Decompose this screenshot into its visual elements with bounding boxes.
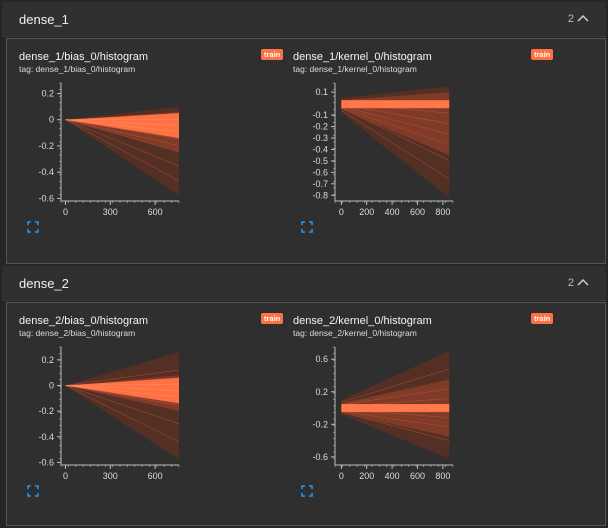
histogram-card: dense_1/kernel_0/histogram tag: dense_1/… — [293, 49, 569, 241]
card-title: dense_1/bias_0/histogram — [19, 51, 149, 63]
histogram-streak — [341, 110, 450, 180]
x-tick-label: 600 — [410, 207, 425, 217]
histogram-card: dense_2/kernel_0/histogram tag: dense_2/… — [293, 313, 569, 505]
histogram-chart[interactable]: 0.1 -0.1 -0.2-0.3-0.4 -0.5-0.6 -0.7-0.8 0 200 4… — [293, 79, 463, 219]
x-tick-label: 200 — [359, 207, 374, 217]
histogram-streak — [341, 388, 450, 406]
y-tick-label: -0.3 — [312, 133, 328, 143]
x-tick-label: 0 — [63, 207, 68, 217]
histogram-streak — [65, 385, 180, 398]
histogram-streak — [65, 383, 180, 386]
y-tick-label: -0.2 — [38, 141, 54, 151]
run-badge: train — [531, 49, 554, 60]
card-title: dense_2/bias_0/histogram — [19, 315, 149, 327]
y-tick-label: -0.2 — [38, 406, 54, 416]
chevron-up-icon[interactable] — [576, 277, 590, 287]
y-tick-label: -0.2 — [312, 122, 328, 132]
x-tick-label: 0 — [63, 471, 68, 481]
group-dense-1: dense_1 2 dense_1/bias_0/histogram tag: … — [2, 2, 606, 264]
group-count: 2 — [567, 13, 574, 25]
fullscreen-icon[interactable] — [301, 485, 313, 497]
histogram-streak — [341, 106, 450, 135]
y-tick-label: 0.1 — [315, 87, 328, 97]
y-tick-label: -0.1 — [312, 110, 328, 120]
histogram-chart[interactable]: 0.2 0 -0.2 -0.4 -0.6 0 300 600 — [19, 79, 189, 219]
histogram-streak — [341, 368, 450, 403]
y-tick-label: -0.6 — [312, 167, 328, 177]
histogram-streak — [65, 119, 180, 140]
histogram-streak — [341, 411, 450, 428]
histogram-streak — [341, 107, 450, 145]
chevron-up-icon[interactable] — [576, 13, 590, 23]
group-count: 2 — [567, 277, 574, 289]
histogram-card: dense_1/bias_0/histogram tag: dense_1/bi… — [19, 49, 295, 241]
histogram-streak — [65, 385, 180, 406]
card-title: dense_1/kernel_0/histogram — [293, 51, 432, 63]
y-tick-label: -0.4 — [38, 167, 54, 177]
histogram-streak — [65, 369, 180, 386]
y-tick-label: 0 — [49, 380, 54, 390]
card-title: dense_2/kernel_0/histogram — [293, 315, 432, 327]
x-tick-label: 400 — [385, 471, 400, 481]
x-tick-label: 300 — [103, 207, 118, 217]
y-tick-label: -0.4 — [38, 432, 54, 442]
group-body: dense_1/bias_0/histogram tag: dense_1/bi… — [6, 38, 606, 264]
y-tick-label: 0 — [49, 115, 54, 125]
y-tick-label: 0.2 — [41, 88, 54, 98]
fullscreen-icon[interactable] — [27, 485, 39, 497]
y-tick-label: -0.4 — [312, 144, 328, 154]
histogram-streak — [65, 119, 180, 127]
x-tick-label: 0 — [339, 207, 344, 217]
histogram-chart[interactable]: 0.2 0 -0.2 -0.4 -0.6 0 300 600 — [19, 343, 189, 483]
group-title: dense_2 — [19, 276, 69, 291]
group-header[interactable]: dense_2 2 — [2, 266, 606, 301]
histogram-streak — [341, 411, 450, 441]
fullscreen-icon[interactable] — [27, 221, 39, 233]
x-tick-label: 200 — [359, 471, 374, 481]
y-tick-label: -0.8 — [312, 190, 328, 200]
y-tick-label: 0.2 — [41, 355, 54, 365]
group-title: dense_1 — [19, 12, 69, 27]
run-badge: train — [261, 49, 284, 60]
card-tag: tag: dense_1/kernel_0/histogram — [293, 64, 417, 74]
histogram-chart[interactable]: 0.6 0.2 -0.2 -0.6 0 200 400 600 800 — [293, 343, 463, 483]
y-tick-label: -0.5 — [312, 156, 328, 166]
card-tag: tag: dense_1/bias_0/histogram — [19, 64, 136, 74]
x-tick-label: 600 — [410, 471, 425, 481]
histogram-streak — [65, 119, 180, 146]
x-tick-label: 600 — [148, 207, 163, 217]
histogram-streak — [65, 119, 180, 182]
x-tick-label: 800 — [435, 207, 450, 217]
group-dense-2: dense_2 2 dense_2/bias_0/histogram tag: … — [2, 266, 606, 528]
histogram-streak — [65, 119, 180, 167]
histogram-card: dense_2/bias_0/histogram tag: dense_2/bi… — [19, 313, 295, 505]
y-tick-label: -0.7 — [312, 179, 328, 189]
fullscreen-icon[interactable] — [301, 221, 313, 233]
x-tick-label: 0 — [339, 471, 344, 481]
y-tick-label: -0.6 — [38, 193, 54, 203]
card-tag: tag: dense_2/kernel_0/histogram — [293, 328, 417, 338]
y-tick-label: -0.2 — [312, 419, 328, 429]
y-tick-label: -0.6 — [312, 452, 328, 462]
y-tick-label: 0.6 — [315, 354, 328, 364]
run-badge: train — [261, 313, 284, 324]
run-badge: train — [531, 313, 554, 324]
histogram-streak — [65, 385, 180, 392]
x-tick-label: 600 — [148, 471, 163, 481]
x-tick-label: 400 — [385, 207, 400, 217]
x-tick-label: 300 — [103, 471, 118, 481]
y-tick-label: -0.6 — [38, 457, 54, 467]
histogram-streak — [65, 119, 180, 133]
x-tick-label: 800 — [435, 471, 450, 481]
card-tag: tag: dense_2/bias_0/histogram — [19, 328, 136, 338]
histogram-streak — [65, 385, 180, 425]
group-header[interactable]: dense_1 2 — [2, 2, 606, 37]
y-tick-label: 0.2 — [315, 387, 328, 397]
histogram-streak — [65, 385, 180, 443]
group-body: dense_2/bias_0/histogram tag: dense_2/bi… — [6, 302, 606, 526]
